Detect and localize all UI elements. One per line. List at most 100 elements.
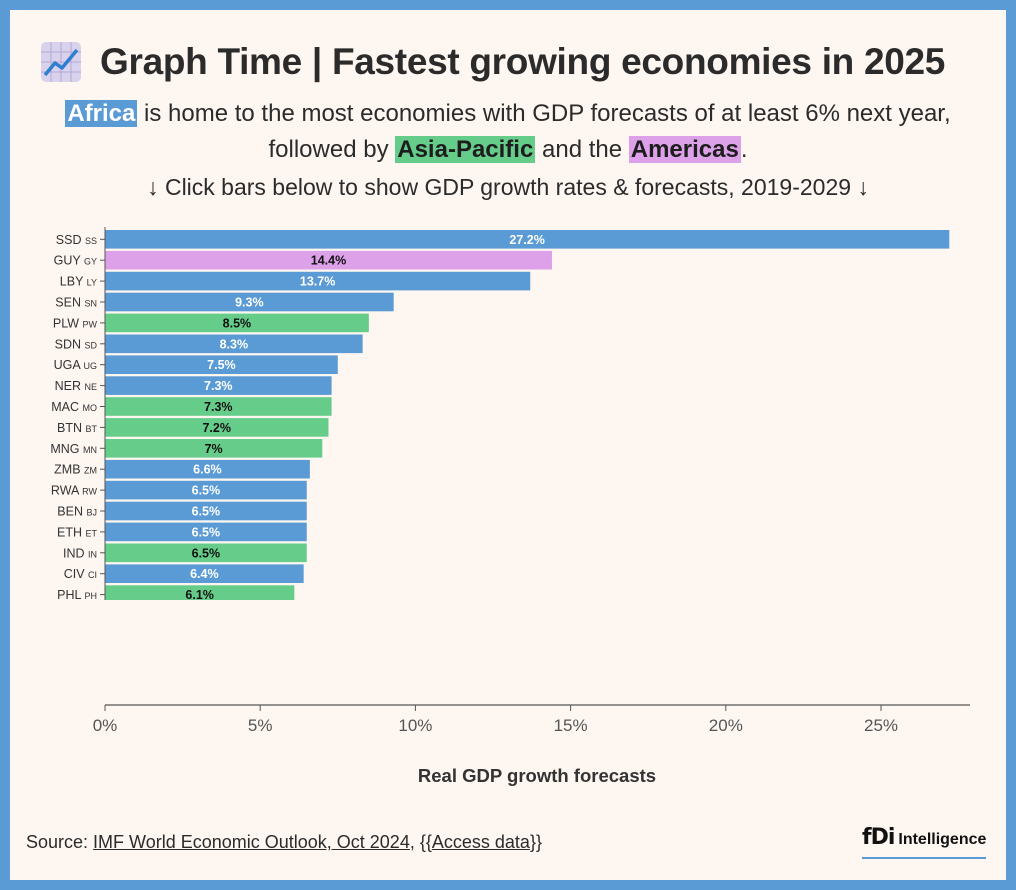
country-iso2: NE — [84, 382, 97, 392]
subtitle: Africa is home to the most economies wit… — [30, 96, 986, 168]
country-code: GUY — [54, 254, 84, 268]
bar-phl[interactable] — [105, 585, 295, 600]
data-label: 7.5% — [207, 358, 236, 372]
country-code: SSD — [56, 233, 85, 247]
bar-zmb[interactable] — [105, 459, 310, 479]
y-tick-label: PHL PH — [57, 588, 97, 600]
asia-pacific-highlight: Asia-Pacific — [395, 136, 536, 163]
country-code: SDN — [55, 337, 85, 351]
source-suffix: }} — [529, 832, 542, 852]
subtitle-text-1: is home to the most economies with GDP f… — [137, 100, 951, 163]
x-tick-label: 10% — [398, 716, 432, 735]
country-code: SEN — [55, 296, 84, 310]
fdi-intelligence-logo: fDi Intelligence — [862, 825, 987, 859]
data-label: 8.3% — [220, 337, 249, 351]
data-label: 7.3% — [204, 400, 233, 414]
bar-row-sen: 9.3% SEN SN — [55, 292, 394, 312]
x-tick-label: 25% — [864, 716, 898, 735]
country-code: ZMB — [54, 463, 84, 477]
bar-plw[interactable] — [105, 313, 369, 333]
bar-row-civ: 6.4% CIV CI — [64, 564, 304, 583]
bar-ner[interactable] — [105, 376, 332, 395]
y-tick-label: ZMB ZM — [54, 463, 97, 477]
bar-row-sdn: 8.3% SDN SD — [55, 334, 363, 354]
source-line: Source: IMF World Economic Outlook, Oct … — [26, 832, 542, 853]
bar-row-zmb: 6.6% ZMB ZM — [54, 459, 310, 479]
bar-row-ssd: 27.2% SSD SS — [56, 230, 950, 249]
bar-ben[interactable] — [105, 501, 307, 521]
data-label: 6.5% — [192, 505, 221, 519]
bar-row-phl: 6.1% PHL PH — [57, 585, 295, 600]
bar-sdn[interactable] — [105, 334, 363, 354]
country-iso2: UG — [84, 361, 98, 371]
title-row: Graph Time | Fastest growing economies i… — [40, 32, 990, 92]
data-label: 6.5% — [192, 546, 221, 560]
x-tick-label: 5% — [248, 716, 273, 735]
data-label: 7.3% — [204, 379, 233, 393]
country-iso2: RW — [82, 487, 97, 497]
data-label: 6.4% — [190, 567, 219, 581]
instruction-text: ↓ Click bars below to show GDP growth ra… — [147, 174, 869, 200]
bar-row-rwa: 6.5% RWA RW — [51, 480, 307, 500]
source-link[interactable]: IMF World Economic Outlook, Oct 2024 — [93, 832, 410, 852]
country-code: PHL — [57, 588, 84, 600]
data-label: 13.7% — [300, 275, 335, 289]
data-label: 6.5% — [192, 484, 221, 498]
bar-rwa[interactable] — [105, 480, 307, 500]
country-code: RWA — [51, 484, 82, 498]
country-code: MNG — [50, 442, 83, 456]
bar-eth[interactable] — [105, 522, 307, 542]
country-code: ETH — [57, 525, 85, 539]
country-iso2: ZM — [84, 466, 97, 476]
bar-mng[interactable] — [105, 439, 323, 458]
y-tick-label: IND IN — [63, 546, 97, 560]
country-code: LBY — [60, 275, 87, 289]
country-iso2: MN — [83, 445, 97, 455]
bar-uga[interactable] — [105, 355, 338, 374]
country-iso2: MO — [83, 403, 98, 413]
subtitle-text-2: and the — [535, 136, 629, 163]
country-code: UGA — [54, 358, 84, 372]
bar-lby[interactable] — [105, 271, 531, 291]
bar-row-mac: 7.3% MAC MO — [51, 397, 332, 416]
y-tick-label: SSD SS — [56, 233, 97, 247]
bar-guy[interactable] — [105, 250, 552, 270]
country-code: BTN — [57, 421, 85, 435]
country-code: PLW — [53, 316, 83, 330]
country-iso2: BJ — [86, 508, 97, 518]
bar-sen[interactable] — [105, 292, 394, 312]
bar-ssd[interactable] — [105, 230, 950, 249]
access-data-link[interactable]: Access data — [431, 832, 530, 852]
bar-row-guy: 14.4% GUY GY — [54, 250, 552, 270]
country-iso2: PW — [83, 319, 98, 329]
y-tick-label: MNG MN — [50, 442, 97, 456]
bar-mac[interactable] — [105, 397, 332, 416]
y-tick-label: SEN SN — [55, 296, 97, 310]
bar-btn[interactable] — [105, 418, 329, 437]
bar-civ[interactable] — [105, 564, 304, 583]
y-tick-label: BEN BJ — [57, 505, 97, 519]
y-tick-label: NER NE — [55, 379, 97, 393]
americas-highlight: Americas — [628, 136, 741, 163]
country-code: MAC — [51, 400, 82, 414]
graphic-card: Graph Time | Fastest growing economies i… — [10, 10, 1006, 880]
y-tick-label: CIV CI — [64, 567, 97, 581]
bar-row-uga: 7.5% UGA UG — [54, 355, 338, 374]
country-code: BEN — [57, 505, 86, 519]
country-iso2: LY — [87, 278, 97, 288]
y-tick-label: MAC MO — [51, 400, 97, 414]
data-label: 6.1% — [185, 588, 214, 600]
data-label: 7% — [205, 442, 223, 456]
bar-ind[interactable] — [105, 543, 307, 563]
country-iso2: CI — [88, 570, 97, 580]
y-tick-label: ETH ET — [57, 525, 97, 539]
chart-increasing-icon — [41, 42, 81, 82]
x-tick-label: 0% — [93, 716, 118, 735]
country-iso2: SS — [85, 236, 97, 246]
data-label: 6.5% — [192, 525, 221, 539]
country-code: CIV — [64, 567, 88, 581]
data-label: 27.2% — [509, 233, 544, 247]
country-iso2: GY — [84, 257, 97, 267]
x-axis: 0% 5% 10% 15% 20% 25% Real GDP growth forecast… — [93, 704, 970, 786]
data-label: 7.2% — [202, 421, 231, 435]
